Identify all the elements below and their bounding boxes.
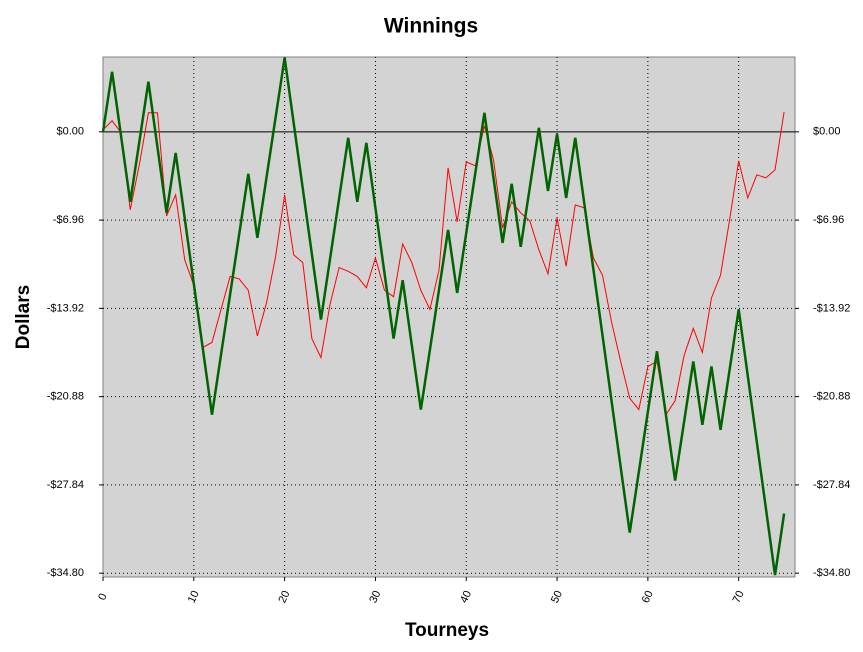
y-tick-label-right: -$6.96 bbox=[813, 214, 844, 226]
y-tick-label-right: -$20.88 bbox=[813, 391, 850, 403]
x-axis-label: Tourneys bbox=[405, 620, 489, 641]
y-tick-label: -$27.84 bbox=[47, 479, 84, 491]
x-tick-label: 70 bbox=[731, 589, 747, 605]
y-axis-label: Dollars bbox=[13, 285, 34, 349]
y-tick-label: -$6.96 bbox=[53, 214, 84, 226]
x-tick-label: 30 bbox=[367, 589, 383, 605]
x-tick-label: 20 bbox=[277, 589, 293, 605]
y-tick-label-right: -$27.84 bbox=[813, 479, 850, 491]
chart-title: Winnings bbox=[384, 15, 478, 38]
x-tick-label: 10 bbox=[186, 589, 202, 605]
plot-area bbox=[102, 56, 796, 578]
line-series bbox=[101, 57, 786, 576]
y-tick-label: -$13.92 bbox=[47, 302, 84, 314]
line-series bbox=[102, 111, 785, 417]
y-tick-label-right: -$13.92 bbox=[813, 302, 850, 314]
x-tick-label: 0 bbox=[96, 592, 109, 603]
y-tick-label-right: $0.00 bbox=[813, 126, 841, 138]
y-tick-label-right: -$34.80 bbox=[813, 567, 850, 579]
y-tick-label: $0.00 bbox=[56, 126, 84, 138]
y-tick-label: -$20.88 bbox=[47, 391, 84, 403]
x-tick-label: 50 bbox=[549, 589, 565, 605]
y-tick-label: -$34.80 bbox=[47, 567, 84, 579]
x-tick-label: 60 bbox=[640, 589, 656, 605]
x-tick-label: 40 bbox=[458, 589, 474, 605]
